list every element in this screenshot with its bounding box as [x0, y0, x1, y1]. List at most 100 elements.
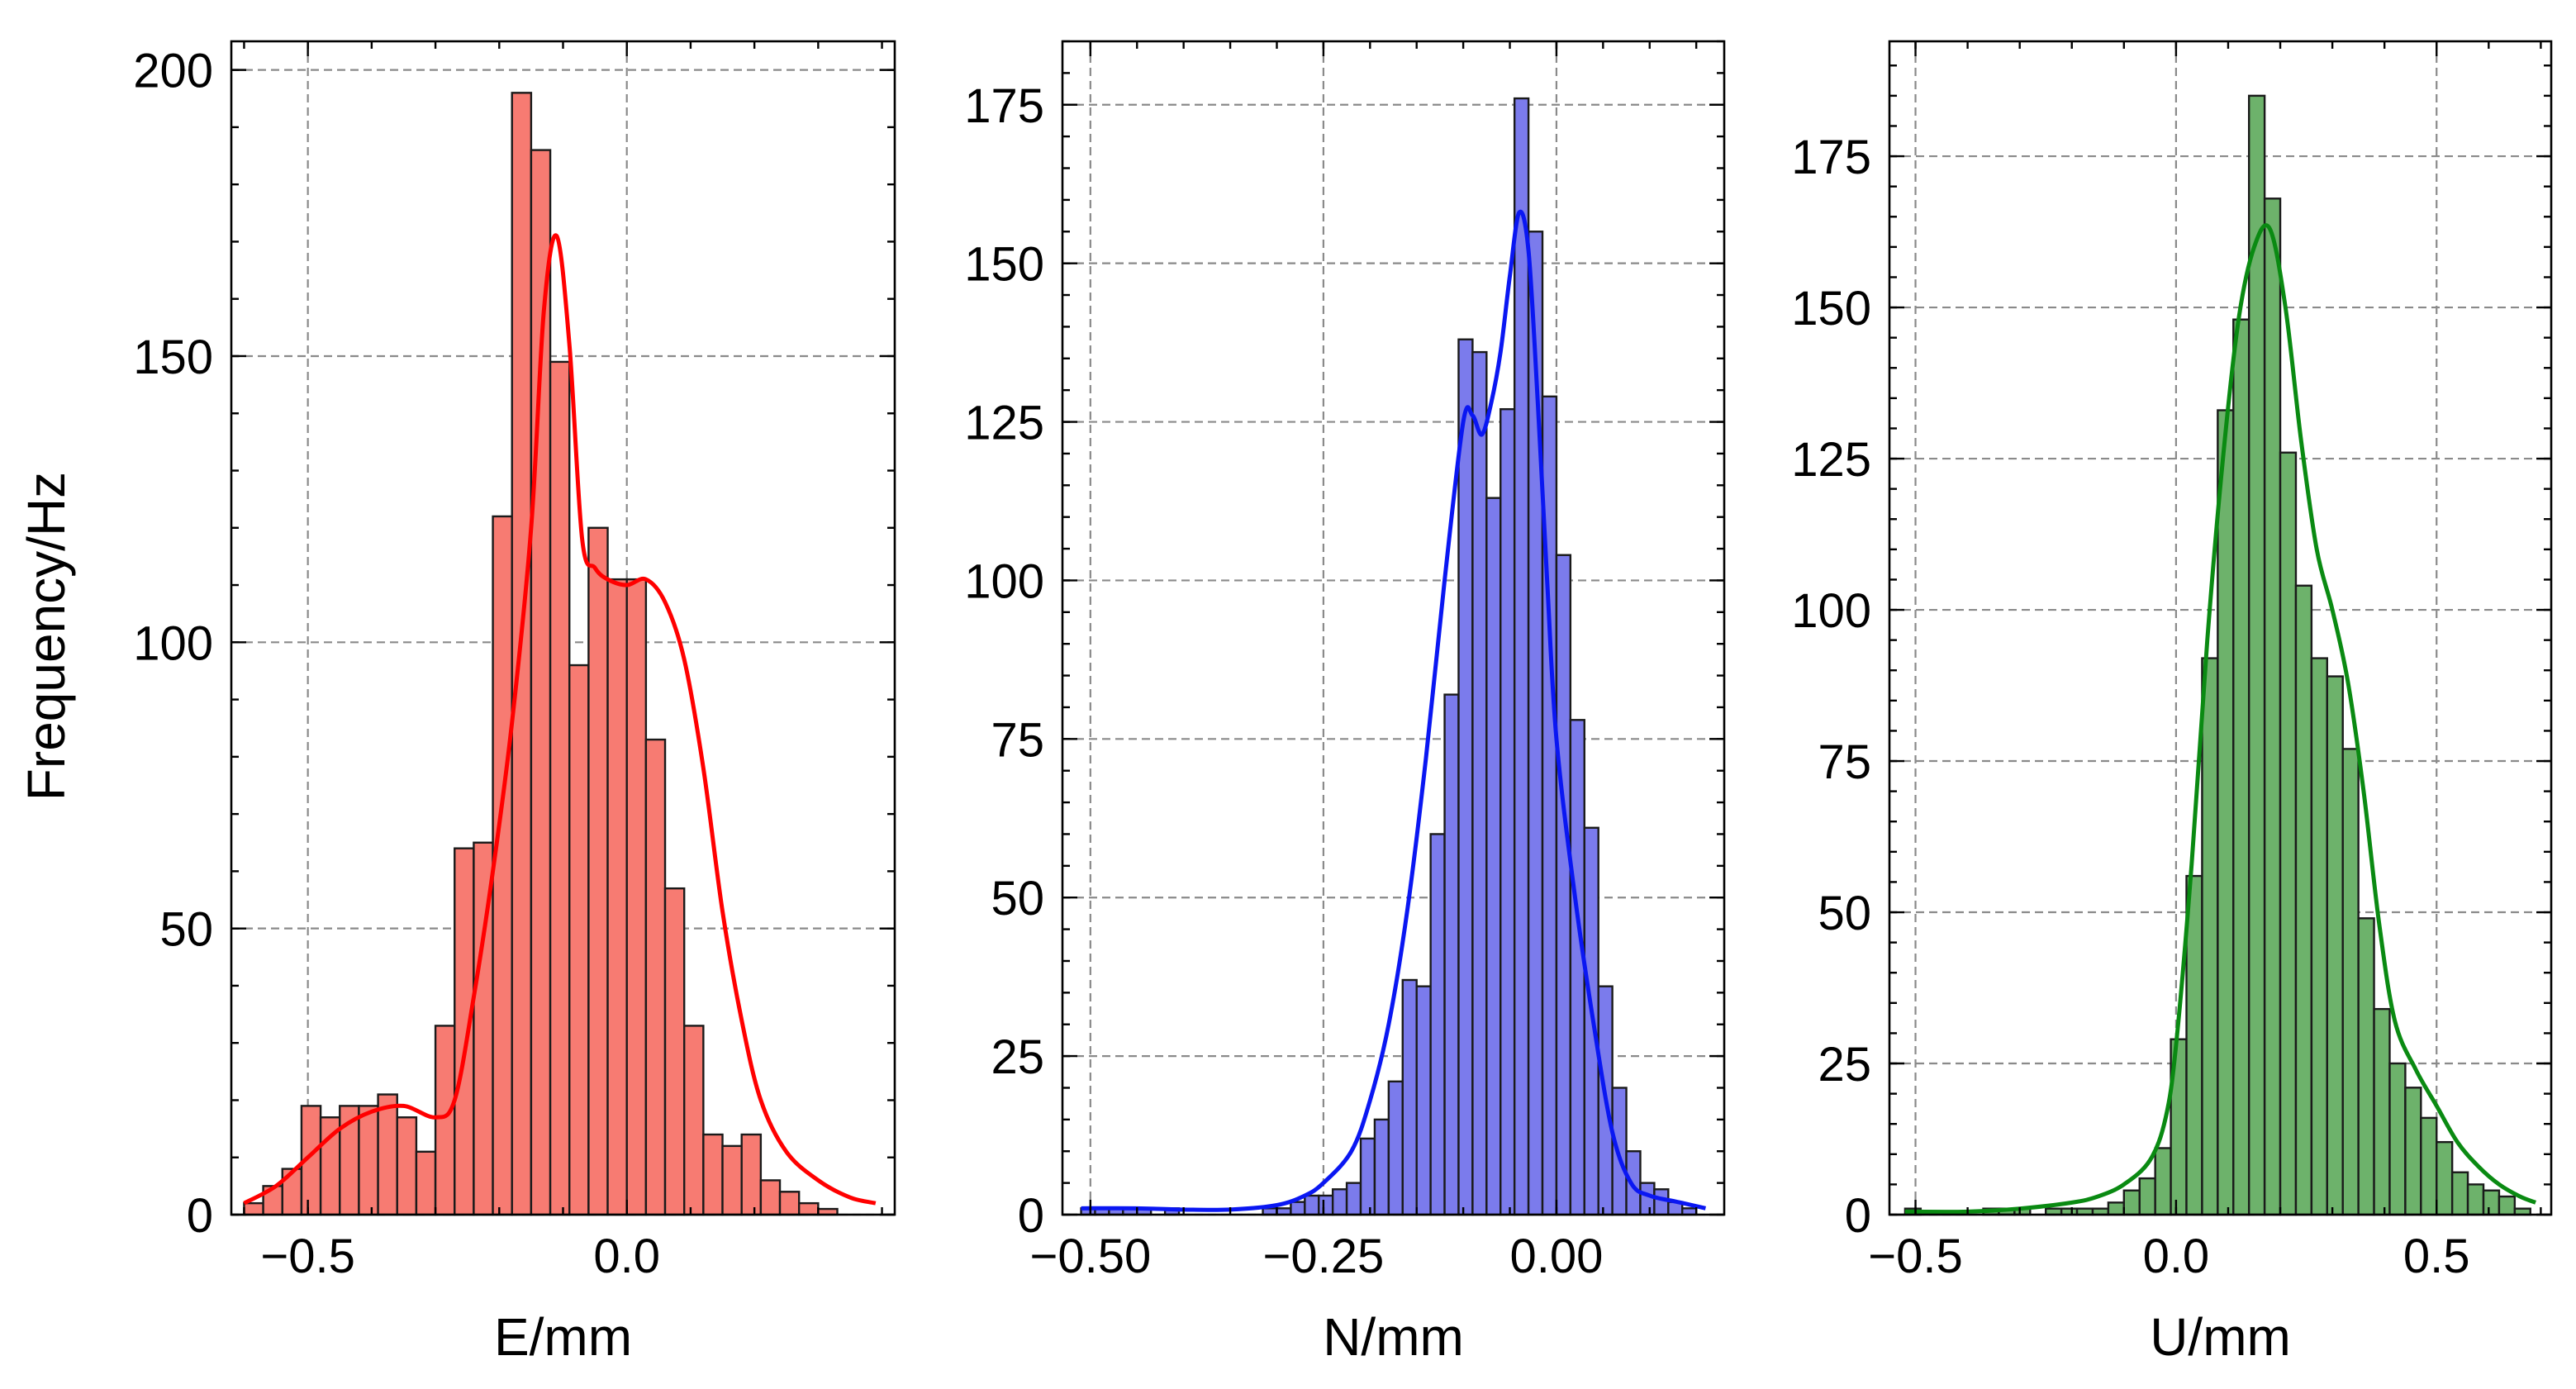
n-histogram-bar	[1345, 1182, 1362, 1216]
u-y-tick-label: 100	[1791, 584, 1871, 638]
u-histogram-bar	[2185, 874, 2203, 1216]
n-histogram-bar	[1415, 985, 1432, 1216]
e-histogram-bar	[434, 1025, 456, 1216]
panel-north-histogram: −0.50 −0.25 0.00 0 25 50 75 100 125 150 175 N/mm	[964, 40, 1726, 1367]
panel-east-histogram: −0.5 0.0 0 50 100 150 200 E/mm	[133, 40, 896, 1367]
n-histogram-bar	[1331, 1188, 1348, 1216]
n-histogram-bar	[1639, 1182, 1656, 1216]
e-histogram-bar	[454, 847, 475, 1216]
e-tick-marks	[231, 41, 895, 1216]
n-y-tick-label: 25	[991, 1030, 1044, 1084]
e-histogram-bar	[549, 360, 571, 1216]
n-x-tick-label: 0.00	[1509, 1230, 1603, 1283]
e-y-tick-label: 200	[133, 45, 213, 98]
e-histogram-bar	[377, 1093, 398, 1216]
n-histogram-bar	[1499, 407, 1516, 1216]
n-histogram-bar	[1653, 1188, 1670, 1216]
n-y-tick-label: 75	[991, 713, 1044, 767]
n-histogram-bar	[1318, 1194, 1334, 1216]
u-tick-marks	[1889, 41, 2551, 1216]
n-histogram-bar	[1401, 978, 1418, 1216]
n-histogram-bars	[1080, 97, 1698, 1216]
u-histogram-bar	[2310, 657, 2328, 1216]
u-histogram-bar	[2420, 1116, 2438, 1216]
u-histogram-bar	[2357, 917, 2375, 1216]
u-histogram-bar	[2341, 748, 2360, 1216]
e-x-axis-title: E/mm	[494, 1307, 632, 1367]
e-histogram-bar	[663, 887, 686, 1216]
u-histogram-bar	[2279, 451, 2298, 1216]
u-x-tick-label: 0.0	[2143, 1230, 2210, 1283]
n-kde-curve	[1081, 209, 1706, 1212]
e-histogram-bar	[625, 578, 648, 1216]
u-histogram-bar	[2482, 1189, 2501, 1216]
e-histogram-bar	[415, 1150, 437, 1216]
u-y-tick-label: 75	[1818, 735, 1871, 789]
u-x-tick-label: −0.5	[1868, 1230, 1963, 1283]
n-histogram-bar	[1443, 693, 1460, 1216]
n-histogram-bar	[1457, 338, 1474, 1216]
u-histogram-bar	[2436, 1140, 2454, 1216]
e-histogram-bar	[702, 1133, 724, 1216]
e-histogram-bar	[587, 526, 609, 1216]
u-histogram-bar	[2466, 1183, 2485, 1216]
n-histogram-bar	[1359, 1137, 1376, 1216]
e-histogram-bar	[778, 1191, 801, 1216]
n-histogram-bar	[1290, 1201, 1306, 1216]
u-y-tick-label: 150	[1791, 282, 1871, 335]
n-histogram-bar	[1555, 554, 1572, 1216]
e-kde-curve	[243, 233, 877, 1206]
e-histogram-bar	[530, 149, 552, 1216]
u-histogram-bars	[1903, 94, 2531, 1216]
u-histogram-bar	[2263, 197, 2282, 1216]
e-histogram-bar	[683, 1025, 705, 1216]
e-histogram-bar	[606, 578, 628, 1216]
e-histogram-bar	[243, 1201, 264, 1216]
u-histogram-bar	[2404, 1087, 2422, 1216]
u-histogram-bar	[2450, 1171, 2469, 1216]
u-histogram-bar	[2154, 1147, 2172, 1216]
u-y-tick-label: 175	[1791, 131, 1871, 184]
u-histogram-bar	[2122, 1189, 2141, 1216]
n-y-tick-label: 100	[964, 554, 1044, 608]
e-histogram-bar	[568, 664, 590, 1216]
u-histogram-bar	[2373, 1007, 2391, 1216]
e-histogram-bar	[511, 92, 533, 1216]
e-histogram-bar	[396, 1116, 418, 1216]
e-histogram-bar	[740, 1133, 763, 1216]
u-y-tick-label: 50	[1818, 887, 1871, 940]
u-y-tick-label: 25	[1818, 1038, 1871, 1092]
u-kde-curve	[1904, 223, 2536, 1215]
n-y-tick-label: 175	[964, 79, 1044, 133]
u-histogram-bar	[2232, 318, 2250, 1216]
n-histogram-bar	[1569, 719, 1585, 1216]
u-histogram-bar	[2498, 1195, 2517, 1216]
n-histogram-bar	[1513, 97, 1530, 1216]
n-histogram-bar	[1429, 833, 1446, 1216]
n-tick-marks	[1062, 40, 1724, 1216]
panel-up-histogram: −0.5 0.0 0.5 0 25 50 75 100 125 150 175 U/mm	[1791, 40, 2553, 1367]
n-axes-frame	[1061, 40, 1726, 1216]
n-histogram-bar	[1471, 350, 1488, 1216]
n-x-tick-label: −0.50	[1029, 1230, 1151, 1283]
e-y-tick-label: 150	[133, 331, 213, 384]
u-histogram-bar	[2107, 1201, 2126, 1216]
n-y-tick-label: 125	[964, 397, 1044, 450]
u-histogram-bar	[2294, 584, 2313, 1216]
e-histogram-bar	[721, 1144, 743, 1216]
u-histogram-bar	[2201, 657, 2219, 1216]
n-histogram-bar	[1304, 1194, 1320, 1216]
e-x-tick-label: −0.5	[260, 1230, 355, 1283]
n-x-axis-title: N/mm	[1323, 1307, 1464, 1367]
u-y-tick-label: 0	[1845, 1189, 1871, 1243]
e-x-tick-label: 0.0	[593, 1230, 660, 1283]
e-y-tick-label: 100	[133, 616, 213, 670]
e-histogram-bar	[358, 1105, 379, 1216]
u-y-tick-label: 125	[1791, 433, 1871, 487]
n-y-tick-label: 0	[1018, 1189, 1044, 1243]
n-histogram-bar	[1387, 1080, 1404, 1216]
e-y-tick-label: 0	[187, 1189, 213, 1243]
n-y-tick-label: 50	[991, 872, 1044, 925]
e-histogram-bar	[797, 1201, 820, 1216]
